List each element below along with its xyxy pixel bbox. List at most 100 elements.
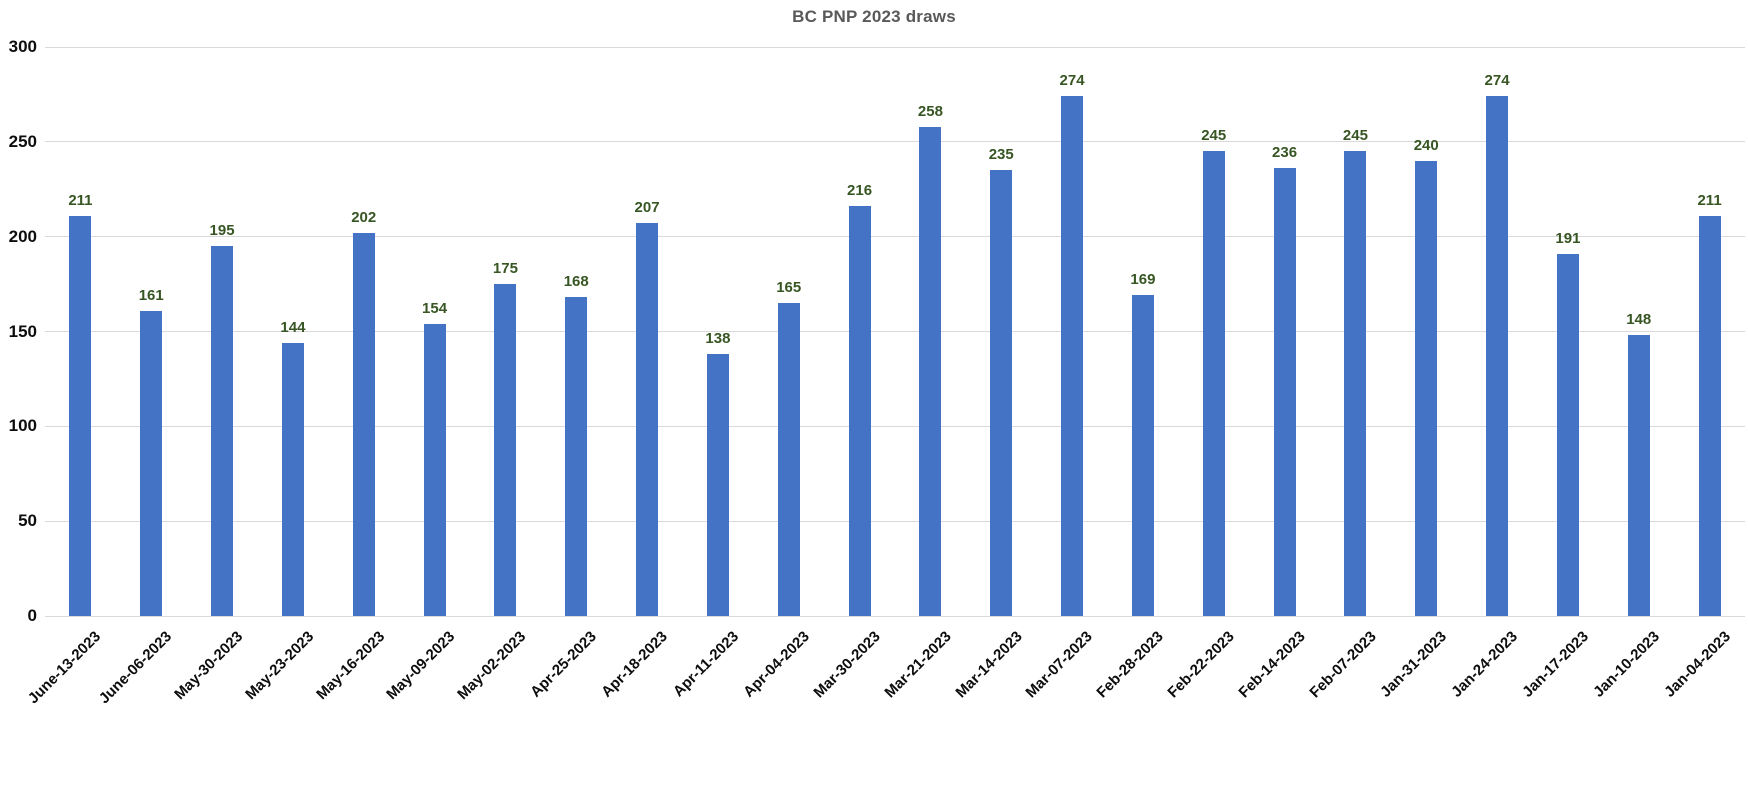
- bar-slot: 258 Mar-21-2023: [881, 47, 966, 702]
- bar-value-label: 258: [917, 102, 943, 120]
- x-axis-label: May-16-2023: [312, 628, 388, 704]
- bar-slot: 235 Mar-14-2023: [952, 47, 1037, 701]
- y-axis: 0 50 100 150 200 250 300: [0, 38, 37, 625]
- x-axis-label: Feb-14-2023: [1235, 628, 1309, 702]
- x-axis-label: Jan-04-2023: [1660, 628, 1734, 701]
- bar-slot: 216 Mar-30-2023: [810, 47, 895, 701]
- bar: [565, 297, 588, 616]
- bar-slot: 144 May-23-2023: [242, 47, 329, 703]
- x-axis-label: Mar-14-2023: [951, 628, 1026, 702]
- y-axis-label: 50: [18, 511, 37, 531]
- bar: [636, 223, 659, 616]
- bar-slot: 138 Apr-11-2023: [670, 47, 754, 700]
- bar-value-label: 202: [351, 208, 377, 226]
- bar: [1415, 160, 1438, 616]
- x-axis-label: Mar-21-2023: [881, 628, 955, 702]
- x-axis-label: May-09-2023: [383, 628, 459, 704]
- bar-slot: 211 Jan-04-2023: [1661, 47, 1745, 701]
- bar-value-label: 211: [68, 191, 93, 209]
- bar-value-label: 168: [563, 273, 589, 291]
- x-axis-label: May-02-2023: [454, 628, 530, 704]
- bar: [494, 284, 517, 616]
- bar: [1698, 215, 1721, 616]
- plot-area: 211 June-13-2023 161 June-06-2023 195 May-30-…: [25, 46, 1745, 708]
- bar: [140, 310, 163, 616]
- bar: [423, 323, 446, 616]
- x-axis-label: Mar-07-2023: [1022, 628, 1097, 702]
- bar: [848, 206, 871, 616]
- bar-value-label: 245: [1201, 127, 1227, 145]
- gridline: [45, 141, 1745, 143]
- bar-value-label: 274: [1484, 72, 1510, 90]
- bar: [777, 303, 800, 616]
- bar-slot: 161 June-06-2023: [96, 47, 187, 708]
- x-axis-label: Feb-28-2023: [1093, 628, 1167, 702]
- bar-slot: 175 May-02-2023: [454, 47, 541, 703]
- gridline: [45, 520, 1745, 522]
- bar-value-label: 207: [634, 199, 660, 217]
- bar: [1061, 96, 1084, 616]
- bar-slot: 207 Apr-18-2023: [598, 47, 683, 700]
- bar-value-label: 191: [1555, 229, 1581, 247]
- gridline: [45, 615, 1745, 617]
- bar-slot: 148 Jan-10-2023: [1590, 47, 1674, 700]
- bar-slot: 191 Jan-17-2023: [1519, 47, 1604, 701]
- gridline: [45, 425, 1745, 427]
- x-axis-label: May-23-2023: [241, 628, 317, 704]
- bar-value-label: 274: [1059, 72, 1085, 90]
- y-axis-label: 0: [27, 606, 37, 625]
- x-axis-label: Jan-17-2023: [1519, 628, 1592, 701]
- bar: [281, 342, 304, 616]
- gridline: [45, 46, 1745, 48]
- bar-value-label: 175: [492, 260, 518, 278]
- bar-value-label: 235: [988, 146, 1014, 164]
- bar-value-label: 195: [209, 222, 235, 240]
- x-axis-label: June-06-2023: [96, 628, 176, 708]
- y-axis-label: 200: [8, 226, 37, 246]
- bar-value-label: 236: [1272, 144, 1298, 162]
- bar: [1131, 295, 1154, 616]
- x-axis-label: Feb-22-2023: [1164, 628, 1238, 702]
- bar-value-label: 165: [776, 279, 802, 297]
- bar: [211, 246, 234, 616]
- bar-value-label: 169: [1130, 271, 1156, 289]
- bar-value-label: 148: [1626, 311, 1652, 329]
- y-axis-label: 100: [8, 416, 37, 436]
- bar-slot: 202 May-16-2023: [313, 47, 399, 703]
- bar-value-label: 154: [422, 299, 448, 317]
- x-axis-label: Apr-18-2023: [598, 628, 672, 701]
- x-axis-label: Mar-30-2023: [810, 628, 884, 702]
- bar-value-label: 144: [280, 318, 306, 336]
- bar-slot: 236 Feb-14-2023: [1235, 47, 1320, 701]
- bar-slot: 165 Apr-04-2023: [740, 47, 824, 701]
- bar: [1273, 168, 1296, 616]
- bar-slot: 169 Feb-28-2023: [1094, 47, 1179, 701]
- y-axis-label: 300: [8, 37, 37, 56]
- bar-slot: 195 May-30-2023: [171, 47, 258, 703]
- bar-slot: 240 Jan-31-2023: [1378, 47, 1462, 701]
- x-axis-label: May-30-2023: [170, 628, 247, 704]
- y-axis-label: 150: [8, 321, 37, 341]
- x-axis-label: June-13-2023: [25, 628, 105, 708]
- x-axis-label: Jan-24-2023: [1448, 628, 1522, 701]
- bar-value-label: 138: [705, 330, 731, 348]
- bar-slot: 211 June-13-2023: [25, 47, 116, 707]
- bar: [1202, 151, 1225, 616]
- bar-slot: 245 Feb-22-2023: [1164, 47, 1249, 701]
- bar: [1486, 96, 1509, 616]
- x-axis-label: Jan-10-2023: [1590, 628, 1663, 701]
- bar-value-label: 161: [138, 286, 164, 304]
- bar-value-label: 240: [1413, 136, 1439, 154]
- bar: [1627, 335, 1650, 616]
- bar: [1344, 151, 1367, 616]
- y-axis-label: 250: [8, 131, 37, 151]
- bar-slot: 274 Jan-24-2023: [1448, 47, 1533, 700]
- gridline: [45, 331, 1745, 332]
- bar: [990, 170, 1013, 616]
- x-axis-label: Apr-04-2023: [740, 628, 813, 701]
- bar-slot: 245 Feb-07-2023: [1306, 47, 1391, 701]
- bar: [919, 126, 942, 616]
- bar-slot: 154 May-09-2023: [383, 47, 470, 703]
- bar-value-label: 245: [1342, 127, 1368, 145]
